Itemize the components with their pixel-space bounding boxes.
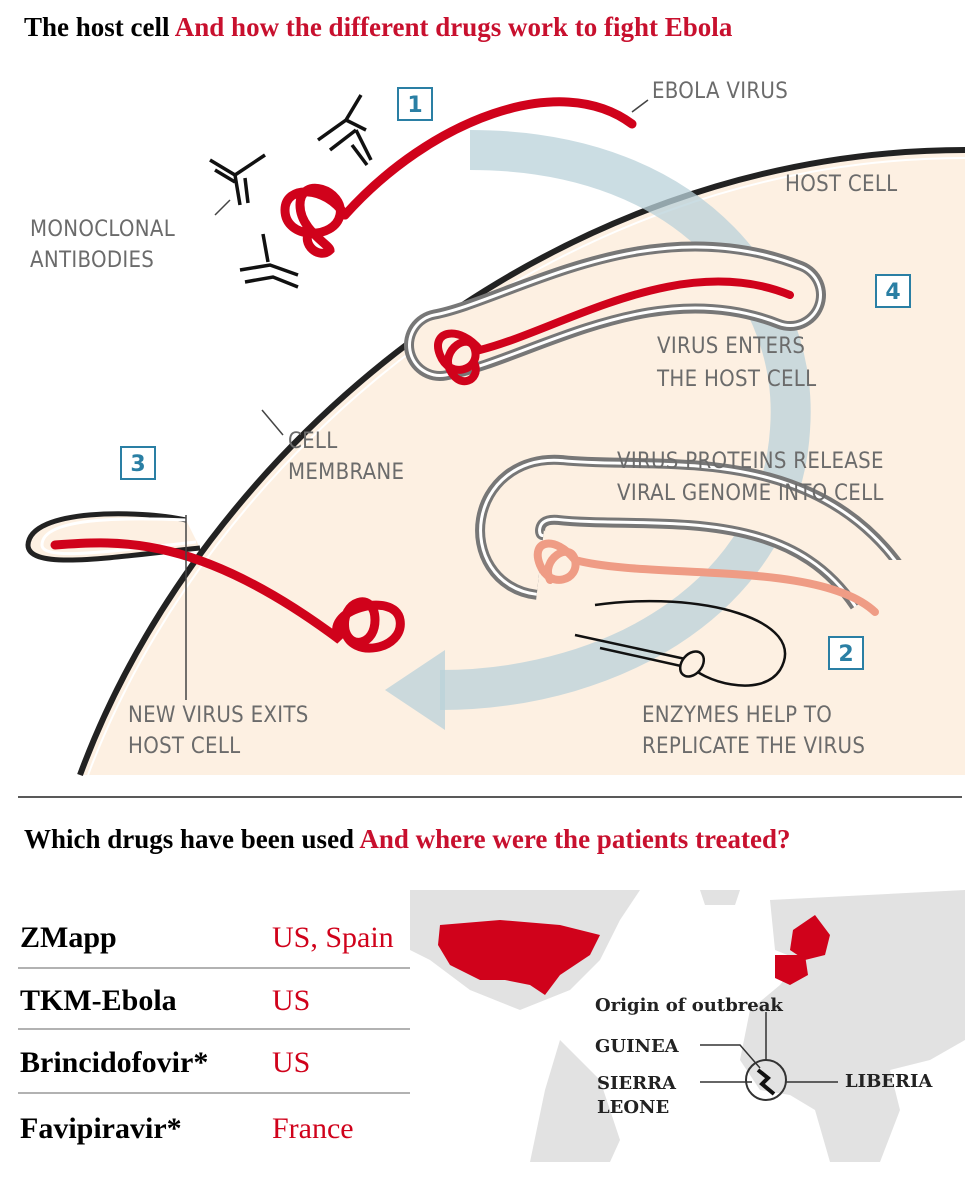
cycle-arrow xyxy=(439,130,811,710)
cycle-arrowhead xyxy=(385,650,445,730)
drug-name: ZMapp xyxy=(20,921,117,954)
shape xyxy=(828,636,864,670)
label: EBOLA VIRUS xyxy=(652,79,788,104)
endosome2-fill xyxy=(485,464,901,605)
map-spain xyxy=(775,955,808,985)
section-title: Which drugs have been used xyxy=(24,824,354,854)
map xyxy=(410,890,965,1162)
shape xyxy=(214,199,231,216)
map-label: GUINEA xyxy=(595,1036,680,1057)
map-title: Origin of outbreak xyxy=(595,995,783,1016)
map-label: SIERRA xyxy=(597,1073,677,1094)
label: MONOCLONAL xyxy=(30,217,175,242)
heading-subtitle: And how the different drugs work to figh… xyxy=(175,12,733,42)
label: VIRUS ENTERS xyxy=(657,334,805,359)
map-label: LEONE xyxy=(597,1097,669,1118)
shape xyxy=(700,890,740,905)
outbreak-countries xyxy=(756,1068,776,1096)
shape xyxy=(261,409,284,436)
step-number: 4 xyxy=(885,280,900,305)
shape xyxy=(120,446,156,480)
drug-name: TKM-Ebola xyxy=(20,984,177,1017)
antibodies xyxy=(209,94,373,289)
map-label: LIBERIA xyxy=(845,1071,933,1092)
treatment-location: US xyxy=(272,1046,310,1079)
endosome2-open xyxy=(860,560,920,640)
heading-title: The host cell xyxy=(24,12,170,42)
step-number: 3 xyxy=(130,452,145,477)
shape xyxy=(875,274,911,308)
label: VIRAL GENOME INTO CELL xyxy=(617,481,884,506)
shape xyxy=(530,1040,620,1162)
label: HOST CELL xyxy=(785,172,897,197)
step-number: 2 xyxy=(838,642,853,667)
label: NEW VIRUS EXITS xyxy=(128,703,309,728)
map-usa xyxy=(438,920,600,995)
leader-lines xyxy=(185,99,649,700)
shape xyxy=(209,153,266,206)
drug-name: Brincidofovir* xyxy=(20,1046,208,1079)
virus-knot xyxy=(280,183,350,258)
virus-exiting xyxy=(50,538,405,653)
shape xyxy=(700,1044,761,1069)
section-heading: Which drugs have been used And where wer… xyxy=(24,824,791,854)
shape xyxy=(239,233,299,289)
section-subtitle: And where were the patients treated? xyxy=(359,824,790,854)
virus-outside xyxy=(340,97,637,220)
enzyme xyxy=(574,599,787,687)
heading: The host cell And how the different drug… xyxy=(24,12,733,42)
label: ENZYMES HELP TO xyxy=(642,703,832,728)
bud-inner xyxy=(40,517,197,556)
shape xyxy=(631,99,649,113)
map-leaders xyxy=(700,1012,838,1083)
shape xyxy=(316,94,373,167)
label: CELL xyxy=(288,429,338,454)
treatment-location: US xyxy=(272,984,310,1017)
step-boxes xyxy=(120,87,911,670)
row-lines xyxy=(18,967,415,1094)
label: HOST CELL xyxy=(128,734,240,759)
label: VIRUS PROTEINS RELEASE xyxy=(617,449,884,474)
label: MEMBRANE xyxy=(288,460,404,485)
map-france xyxy=(790,915,830,960)
drug-name: Favipiravir* xyxy=(20,1112,182,1145)
viral-genome xyxy=(533,539,879,616)
enzyme-body xyxy=(678,650,706,678)
virus-entering xyxy=(434,277,794,386)
label: ANTIBODIES xyxy=(30,248,154,273)
treatment-location: US, Spain xyxy=(272,921,394,954)
label: REPLICATE THE VIRUS xyxy=(642,734,865,759)
treatment-location: France xyxy=(272,1112,354,1145)
shape xyxy=(397,87,433,121)
step-number: 1 xyxy=(407,93,422,118)
label: THE HOST CELL xyxy=(656,367,816,392)
drug-table: ZMapp US, Spain TKM-Ebola US Brincidofovir* U… xyxy=(20,921,394,1145)
